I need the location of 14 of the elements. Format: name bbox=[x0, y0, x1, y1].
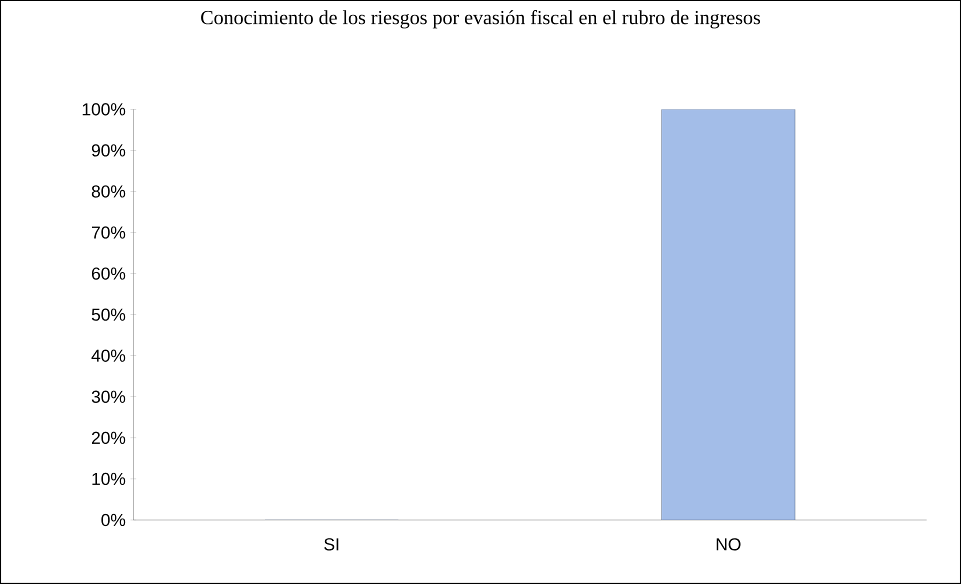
y-tick-label: 70% bbox=[92, 226, 126, 239]
x-tick-label: NO bbox=[716, 538, 740, 550]
y-tick-label: 60% bbox=[92, 267, 126, 280]
y-tick-label: 10% bbox=[92, 472, 126, 486]
y-tick-label: 80% bbox=[92, 185, 126, 198]
x-tick-label: SI bbox=[324, 538, 338, 550]
y-tick-label: 90% bbox=[92, 144, 126, 157]
y-tick-label: 100% bbox=[82, 103, 126, 116]
y-tick-label: 0% bbox=[101, 514, 126, 526]
y-tick-label: 30% bbox=[92, 390, 126, 403]
y-tick-label: 20% bbox=[92, 432, 126, 444]
y-tick-label: 50% bbox=[92, 308, 126, 321]
y-tick-label: 40% bbox=[91, 350, 126, 362]
chart-title: Conocimiento de los riesgos por evasión fiscal en el rubro de ingresos bbox=[201, 10, 760, 28]
